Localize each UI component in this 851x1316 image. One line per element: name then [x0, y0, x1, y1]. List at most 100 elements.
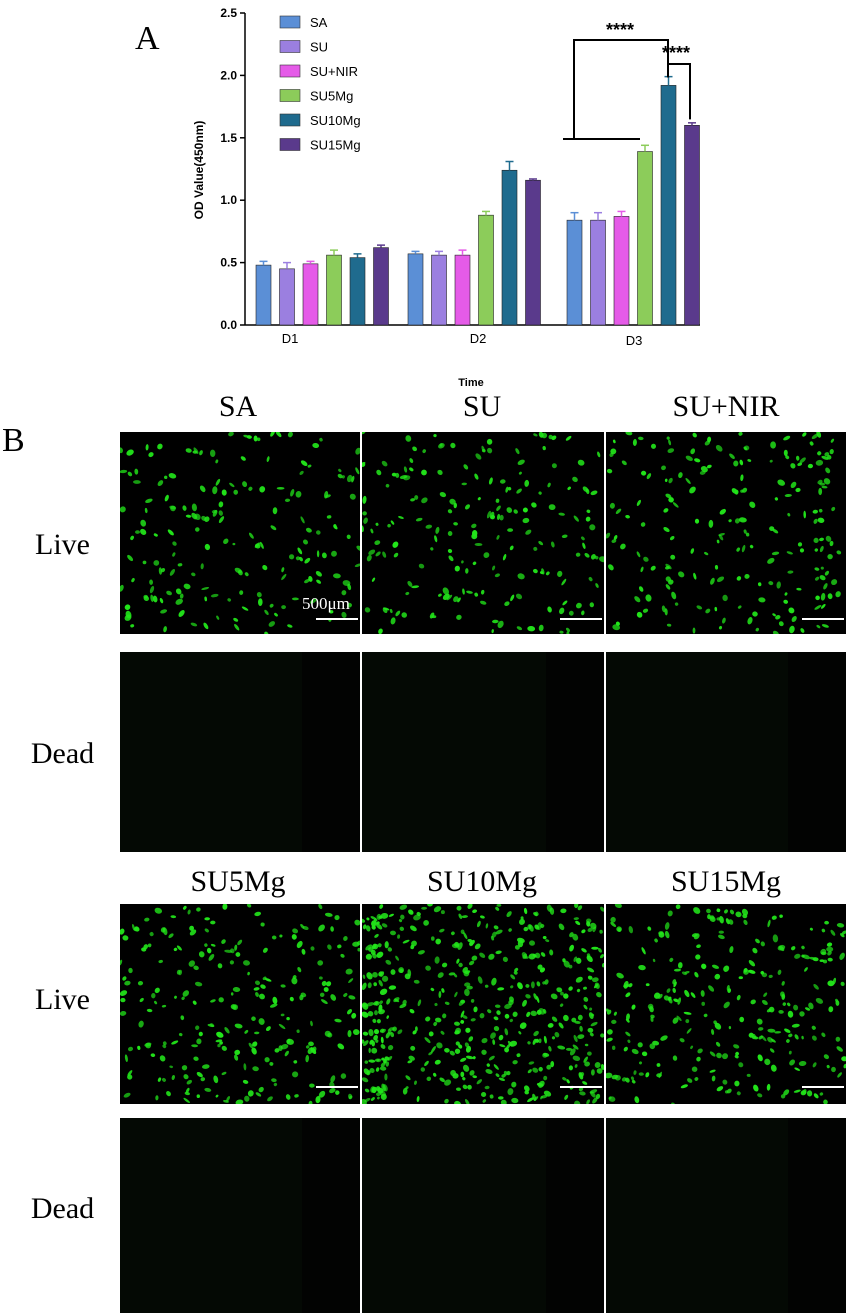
- live-cell: [127, 471, 133, 477]
- live-cell: [296, 940, 303, 949]
- live-cell: [706, 464, 712, 469]
- live-cell: [178, 610, 185, 617]
- live-cell: [402, 999, 407, 1006]
- live-cell: [175, 588, 182, 595]
- live-cell: [465, 568, 469, 574]
- live-cell: [476, 1079, 483, 1085]
- live-cell: [147, 943, 152, 948]
- live-cell: [652, 1040, 660, 1046]
- live-cell: [465, 1099, 470, 1104]
- live-cell: [462, 1064, 470, 1072]
- live-cell: [799, 548, 805, 553]
- live-cell: [684, 970, 690, 974]
- live-cell: [512, 1011, 518, 1017]
- live-cell: [454, 991, 458, 998]
- live-cell: [835, 591, 841, 598]
- live-cell: [590, 1021, 598, 1027]
- live-cell: [731, 488, 738, 494]
- live-cell: [413, 979, 420, 984]
- live-cell: [609, 502, 615, 509]
- live-cell: [343, 936, 348, 941]
- column-label-su: SU: [462, 390, 502, 423]
- live-cell: [546, 904, 552, 912]
- live-cell: [815, 595, 820, 601]
- micrograph-su15mg-dead: [606, 1118, 846, 1313]
- live-cell: [722, 594, 728, 602]
- live-cell: [153, 533, 158, 537]
- live-cell: [495, 498, 500, 503]
- live-cell: [819, 1092, 824, 1096]
- live-cell: [824, 452, 830, 457]
- live-cell: [815, 997, 824, 1004]
- live-cell: [264, 978, 272, 982]
- live-cell: [767, 1036, 774, 1043]
- live-cell: [456, 958, 460, 964]
- live-cell: [270, 525, 277, 531]
- live-cell: [334, 1018, 342, 1023]
- live-cell: [668, 477, 673, 484]
- live-cell: [756, 1018, 763, 1025]
- live-cell: [770, 441, 777, 449]
- live-cell: [636, 499, 642, 506]
- live-cell: [343, 993, 348, 997]
- live-cell: [548, 1045, 552, 1052]
- live-cell: [642, 608, 649, 613]
- live-cell: [318, 924, 325, 932]
- live-cell: [840, 933, 845, 938]
- live-cell: [192, 1000, 197, 1005]
- live-cell: [200, 1077, 206, 1082]
- live-cell: [585, 488, 590, 495]
- live-cell: [595, 1093, 601, 1099]
- live-cell: [148, 452, 154, 458]
- live-cell: [145, 444, 149, 451]
- live-cell: [787, 570, 794, 574]
- live-cell: [211, 509, 218, 514]
- live-cell: [402, 939, 410, 944]
- significance-bracket: [667, 63, 691, 120]
- live-cell: [574, 904, 579, 909]
- live-cell: [286, 1038, 294, 1045]
- live-cell: [489, 1094, 494, 1099]
- live-cell: [593, 983, 599, 989]
- live-cell: [175, 598, 183, 605]
- live-cell: [407, 580, 413, 587]
- live-cell: [427, 904, 433, 907]
- live-cell: [292, 928, 299, 934]
- live-cell: [307, 464, 312, 468]
- live-cell: [469, 939, 475, 946]
- live-cell: [663, 527, 670, 532]
- live-cell: [235, 1099, 244, 1104]
- live-cell: [244, 572, 249, 577]
- scale-bar-label: 500μm: [302, 594, 350, 613]
- live-cell: [825, 535, 832, 542]
- live-cell: [210, 920, 216, 925]
- live-cell: [484, 984, 489, 988]
- live-cell: [380, 1044, 386, 1049]
- live-cell: [125, 610, 132, 619]
- live-cell: [364, 607, 371, 613]
- live-cell: [179, 593, 184, 599]
- live-cell: [296, 1029, 300, 1033]
- live-cell: [416, 912, 421, 916]
- live-cell: [739, 459, 744, 466]
- live-cell: [255, 1092, 262, 1097]
- live-cell: [610, 448, 617, 455]
- live-cell: [545, 571, 550, 576]
- live-cell: [646, 473, 652, 480]
- live-cell: [538, 491, 542, 495]
- live-cell: [493, 1064, 499, 1070]
- live-cell: [743, 919, 748, 926]
- live-cell: [673, 998, 679, 1003]
- live-cell: [813, 983, 819, 990]
- live-cell: [817, 451, 822, 456]
- live-cell: [169, 1065, 174, 1069]
- live-cell: [362, 461, 366, 466]
- live-cell: [346, 1009, 353, 1015]
- live-cell: [439, 443, 443, 447]
- live-cell: [729, 909, 735, 915]
- live-cell: [453, 596, 459, 602]
- live-cell: [819, 959, 825, 963]
- live-cell: [159, 597, 164, 604]
- live-cell: [312, 442, 320, 449]
- live-cell: [734, 518, 740, 524]
